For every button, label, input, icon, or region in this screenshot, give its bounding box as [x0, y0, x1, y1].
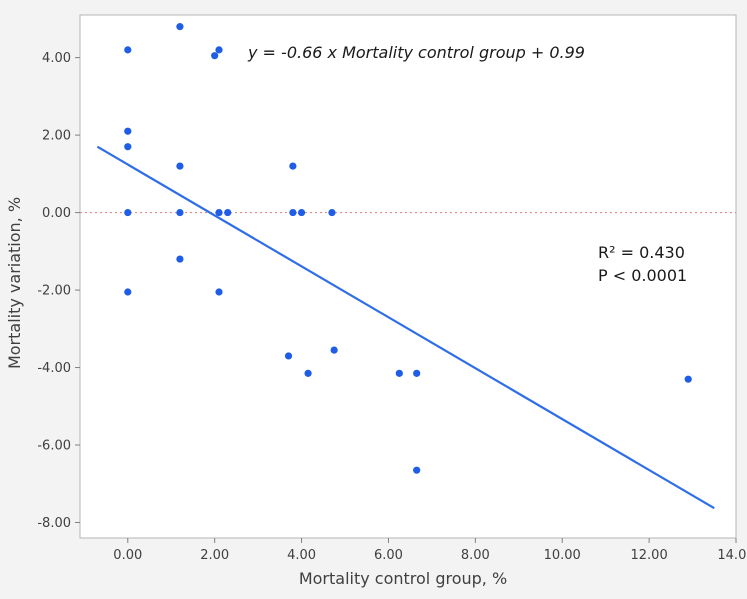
y-axis-ticks: 4.00 2.00 0.00 -2.00 -4.00 -6.00 -8.00: [37, 51, 80, 531]
y-tick-label: -8.00: [37, 516, 71, 531]
data-point: [124, 143, 132, 151]
plot-area: [79, 14, 737, 539]
y-tick-label: -2.00: [37, 284, 71, 299]
data-point: [330, 346, 338, 354]
data-point: [176, 23, 184, 31]
y-tick-label: 2.00: [42, 129, 71, 144]
data-points-layer: [124, 23, 692, 474]
fit-line-layer: [96, 145, 715, 510]
x-tick-label: 8.00: [461, 548, 490, 563]
x-tick-label: 6.00: [374, 548, 403, 563]
data-point: [124, 288, 132, 296]
data-point: [124, 46, 132, 54]
x-tick-label: 4.00: [287, 548, 316, 563]
data-point: [413, 466, 421, 474]
x-tick-label: 2.00: [200, 548, 229, 563]
data-point: [211, 52, 219, 60]
x-axis-ticks: 0.00 2.00 4.00 6.00 8.00 10.00 12.00 14.00: [113, 538, 747, 563]
y-tick-label: -4.00: [37, 361, 71, 376]
data-point: [328, 208, 336, 217]
data-point: [124, 127, 132, 135]
data-point: [284, 352, 293, 360]
data-point: [395, 369, 403, 377]
data-point: [224, 208, 232, 217]
y-tick-label: 4.00: [42, 51, 71, 66]
data-point: [124, 208, 132, 217]
x-axis-title: Mortality control group, %: [299, 569, 507, 588]
data-point: [413, 369, 421, 377]
x-tick-label: 12.00: [631, 548, 668, 563]
data-point: [289, 162, 297, 170]
data-point: [176, 255, 184, 263]
data-point: [304, 369, 312, 377]
data-point: [176, 208, 184, 217]
x-tick-label: 10.00: [544, 548, 581, 563]
data-point: [215, 46, 223, 54]
y-axis-title: Mortality variation, %: [5, 197, 24, 369]
p-value-label: P < 0.0001: [598, 266, 687, 285]
regression-fit-line: [96, 145, 715, 510]
x-tick-label: 14.00: [717, 548, 747, 563]
data-point: [289, 208, 297, 217]
r-squared-label: R² = 0.430: [598, 243, 685, 262]
regression-equation: y = -0.66 x Mortality control group + 0.…: [247, 43, 585, 62]
data-point: [215, 208, 223, 217]
data-point: [176, 162, 184, 170]
data-point: [297, 208, 306, 217]
data-point: [684, 375, 692, 383]
y-tick-label: -6.00: [37, 439, 71, 454]
data-point: [215, 288, 223, 296]
x-tick-label: 0.00: [113, 548, 142, 563]
y-tick-label: 0.00: [42, 206, 71, 221]
